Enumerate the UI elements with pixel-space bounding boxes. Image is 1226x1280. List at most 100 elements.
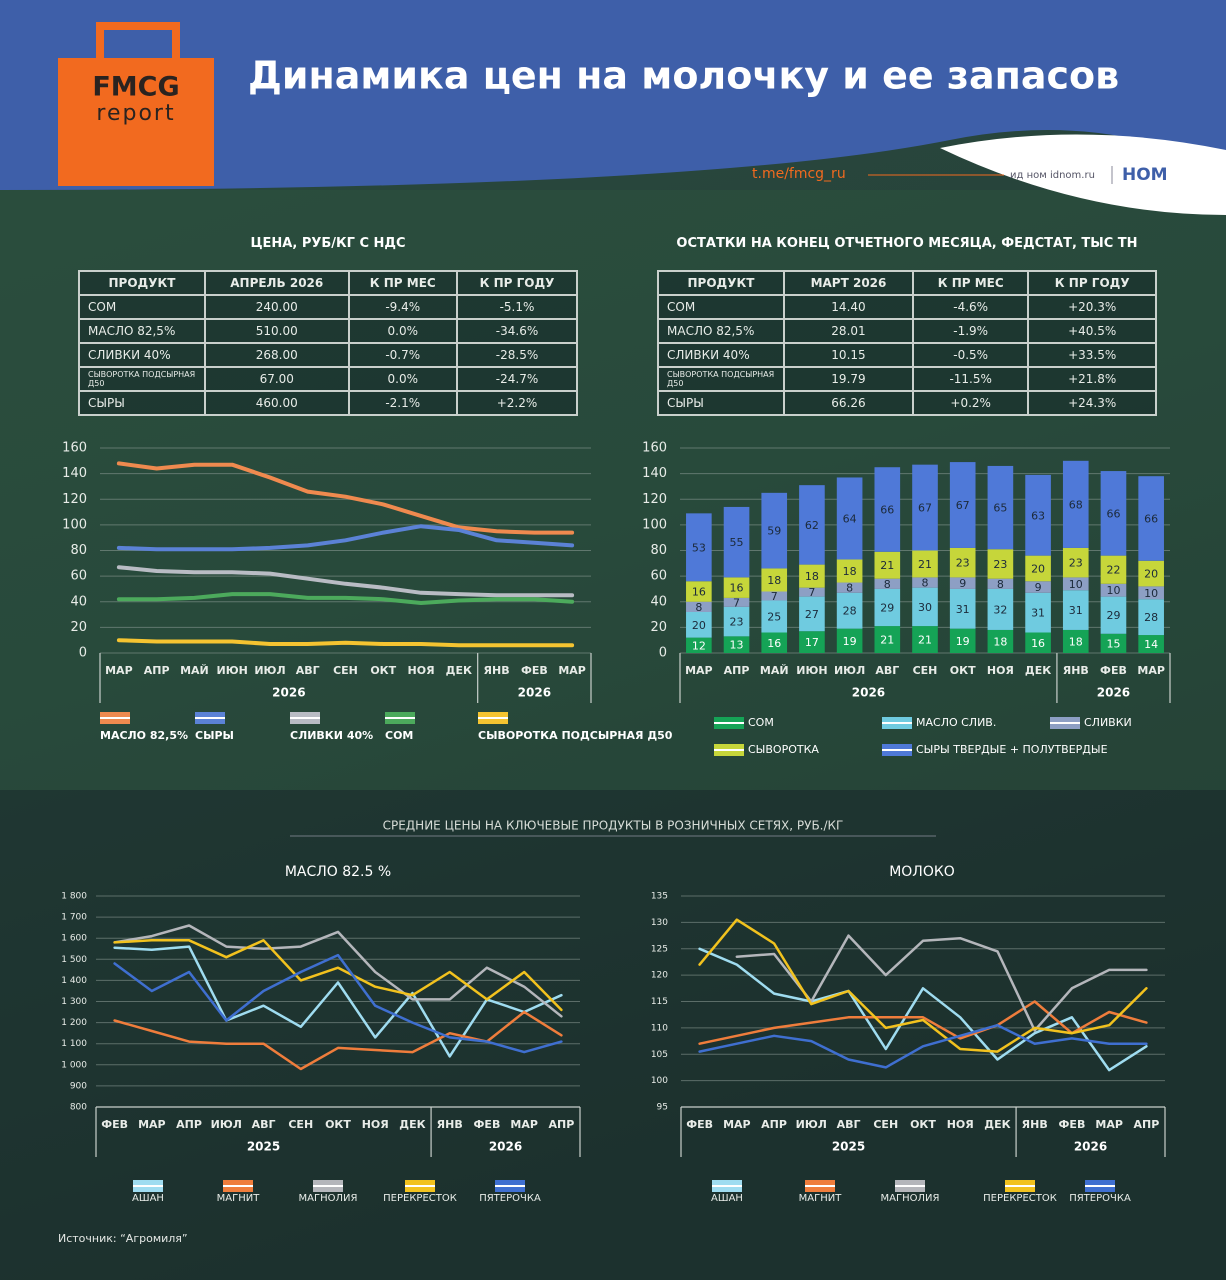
x-tick-label: ИЮЛ [796, 1118, 827, 1131]
table-cell: -11.5% [911, 366, 1030, 392]
bar-segment [723, 506, 750, 578]
table-cell: МАСЛО 82,5% [657, 318, 785, 344]
x-tick-label: АВГ [875, 664, 899, 677]
x-tick-label: МАР [1137, 664, 1165, 677]
bar-value-label: 16 [692, 586, 706, 599]
table-header-cell: К ПР ГОДУ [1027, 270, 1157, 296]
table-cell: СЫРЫ [78, 390, 206, 416]
x-tick-label: ИЮЛ [211, 1118, 242, 1131]
y-tick-label: 95 [657, 1103, 668, 1113]
bar-value-label: 21 [918, 634, 932, 647]
y-tick-label: 120 [62, 492, 87, 507]
bar-segment [874, 467, 901, 552]
legend-label: МАГНИТ [799, 1193, 843, 1204]
bar-value-label: 59 [767, 525, 781, 538]
x-tick-label: ФЕВ [474, 1118, 501, 1131]
logo-subtitle: report [96, 101, 175, 126]
bar-segment [1025, 592, 1051, 633]
bar-value-label: 28 [843, 605, 857, 618]
legend-label: СОМ [748, 716, 774, 729]
x-group-label: 2026 [518, 686, 551, 700]
line-series [698, 1023, 1148, 1069]
table-header-row: ПРОДУКТ АПРЕЛЬ 2026 К ПР МЕС К ПР ГОДУ [78, 270, 578, 296]
bar-value-label: 67 [918, 502, 932, 515]
table-cell: 67.00 [204, 366, 350, 392]
table-header-row: ПРОДУКТ МАРТ 2026 К ПР МЕС К ПР ГОДУ [657, 270, 1157, 296]
bar-value-label: 21 [880, 559, 894, 572]
bar-value-label: 18 [1069, 635, 1083, 648]
y-tick-label: 80 [70, 543, 87, 558]
legend-label: ПЯТЕРОЧКА [1069, 1193, 1131, 1204]
line-series [116, 565, 575, 598]
table-row: МАСЛО 82,5% 510.00 0.0% -34.6% [78, 318, 578, 344]
x-tick-label: АВГ [296, 664, 320, 677]
x-tick-label: НОЯ [987, 664, 1014, 677]
x-tick-label: ДЕК [984, 1118, 1010, 1131]
bar-value-label: 8 [884, 578, 891, 591]
legend-label: СОМ [385, 729, 413, 742]
bar-segment [1138, 586, 1164, 600]
table-cell: -0.7% [347, 342, 459, 368]
bar-value-label: 23 [956, 557, 970, 570]
y-tick-label: 100 [651, 1076, 668, 1086]
bar-segment [799, 596, 825, 632]
x-tick-label: ИЮН [217, 664, 248, 677]
source: Источник: “Агромиля” [58, 1232, 188, 1245]
bar-segment [1025, 581, 1051, 593]
table-cell: 28.01 [783, 318, 914, 344]
x-tick-label: ЯНВ [1063, 664, 1089, 677]
x-tick-label: СЕН [913, 664, 938, 677]
x-tick-label: МАР [510, 1118, 538, 1131]
bar-segment [912, 550, 938, 578]
table-cell: +20.3% [1027, 294, 1157, 320]
legend-label: МАСЛО 82,5% [100, 729, 188, 742]
x-tick-label: МАР [105, 664, 133, 677]
bar-segment [1062, 629, 1089, 653]
x-tick-label: АВГ [252, 1118, 276, 1131]
chart-title: МАСЛО 82.5 % [285, 864, 391, 880]
bar-value-label: 9 [959, 577, 966, 590]
table-cell: 240.00 [204, 294, 350, 320]
bar-value-label: 30 [918, 601, 932, 614]
bar-segment [761, 632, 788, 653]
logo-title: FMCG [92, 72, 179, 103]
table-header-cell: К ПР ГОДУ [456, 270, 578, 296]
legend-label: СЛИВКИ 40% [290, 729, 373, 742]
bar-segment [912, 626, 938, 653]
bar-value-label: 21 [918, 558, 932, 571]
bar-value-label: 31 [1069, 604, 1083, 617]
table-cell: СОМ [78, 294, 206, 320]
bar-segment [686, 581, 712, 602]
y-tick-label: 20 [650, 620, 667, 635]
bar-value-label: 31 [1031, 607, 1045, 620]
bar-value-label: 16 [1031, 637, 1045, 650]
page-title: Динамика цен на молочку и ее запасов [248, 54, 1119, 98]
legend-label: АШАН [132, 1193, 164, 1204]
x-group-label: 2026 [272, 686, 305, 700]
x-tick-label: ОКТ [910, 1118, 936, 1131]
bar-value-label: 9 [1035, 581, 1042, 594]
table-header-cell: ПРОДУКТ [78, 270, 206, 296]
legend-label: СЫВОРОТКА ПОДСЫРНАЯ Д50 [478, 729, 673, 742]
y-tick-label: 60 [650, 569, 667, 584]
table-cell: 66.26 [783, 390, 914, 416]
y-tick-label: 135 [651, 892, 668, 902]
table-row: СЛИВКИ 40% 268.00 -0.7% -28.5% [78, 342, 578, 368]
section-title: СРЕДНИЕ ЦЕНЫ НА КЛЮЧЕВЫЕ ПРОДУКТЫ В РОЗН… [383, 819, 844, 833]
line-series [116, 524, 575, 552]
bar-value-label: 7 [733, 596, 740, 609]
bar-value-label: 16 [767, 637, 781, 650]
line-series [113, 939, 563, 1012]
bar-segment [987, 578, 1014, 589]
bar-segment [761, 591, 788, 601]
legend-label: АШАН [711, 1193, 743, 1204]
bar-value-label: 8 [695, 601, 702, 614]
table-row: СОМ 14.40 -4.6% +20.3% [657, 294, 1157, 320]
bar-segment [1062, 577, 1089, 591]
table-row: СЫВОРОТКА ПОДСЫРНАЯ Д50 19.79 -11.5% +21.8% [657, 366, 1157, 392]
y-tick-label: 1 800 [61, 892, 87, 902]
table: ПРОДУКТ АПРЕЛЬ 2026 К ПР МЕС К ПР ГОДУ СОМ 24… [78, 270, 578, 416]
y-tick-label: 100 [642, 517, 667, 532]
table-cell: -34.6% [456, 318, 578, 344]
table-row: МАСЛО 82,5% 28.01 -1.9% +40.5% [657, 318, 1157, 344]
